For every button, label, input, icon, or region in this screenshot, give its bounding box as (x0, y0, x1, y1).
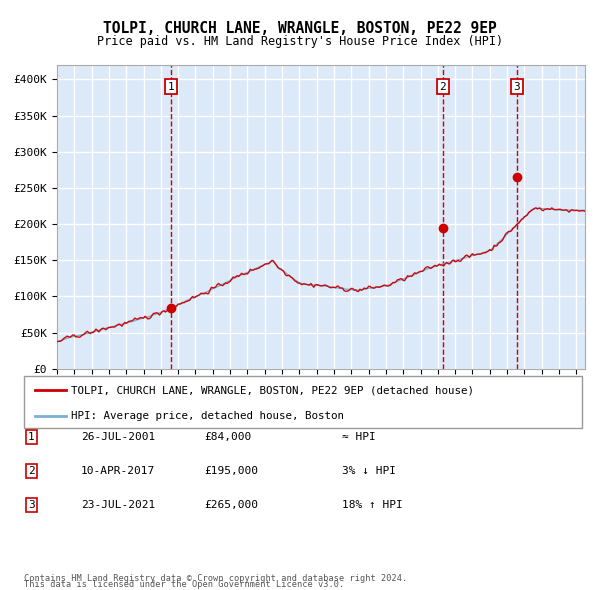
Text: 3: 3 (28, 500, 35, 510)
Text: This data is licensed under the Open Government Licence v3.0.: This data is licensed under the Open Gov… (24, 581, 344, 589)
FancyBboxPatch shape (24, 376, 582, 428)
Text: 10-APR-2017: 10-APR-2017 (81, 466, 155, 476)
Text: 1: 1 (28, 432, 35, 441)
Text: 23-JUL-2021: 23-JUL-2021 (81, 500, 155, 510)
Text: Price paid vs. HM Land Registry's House Price Index (HPI): Price paid vs. HM Land Registry's House … (97, 35, 503, 48)
Text: £265,000: £265,000 (204, 500, 258, 510)
Text: 26-JUL-2001: 26-JUL-2001 (81, 432, 155, 441)
Text: 2: 2 (439, 81, 446, 91)
Text: 3: 3 (514, 81, 520, 91)
Text: 3% ↓ HPI: 3% ↓ HPI (342, 466, 396, 476)
Text: 1: 1 (167, 81, 174, 91)
Text: 2: 2 (28, 466, 35, 476)
Text: TOLPI, CHURCH LANE, WRANGLE, BOSTON, PE22 9EP: TOLPI, CHURCH LANE, WRANGLE, BOSTON, PE2… (103, 21, 497, 35)
Text: Contains HM Land Registry data © Crown copyright and database right 2024.: Contains HM Land Registry data © Crown c… (24, 574, 407, 583)
Text: £84,000: £84,000 (204, 432, 251, 441)
Text: TOLPI, CHURCH LANE, WRANGLE, BOSTON, PE22 9EP (detached house): TOLPI, CHURCH LANE, WRANGLE, BOSTON, PE2… (71, 385, 475, 395)
Text: HPI: Average price, detached house, Boston: HPI: Average price, detached house, Bost… (71, 411, 344, 421)
Text: ≈ HPI: ≈ HPI (342, 432, 376, 441)
Text: £195,000: £195,000 (204, 466, 258, 476)
Text: 18% ↑ HPI: 18% ↑ HPI (342, 500, 403, 510)
